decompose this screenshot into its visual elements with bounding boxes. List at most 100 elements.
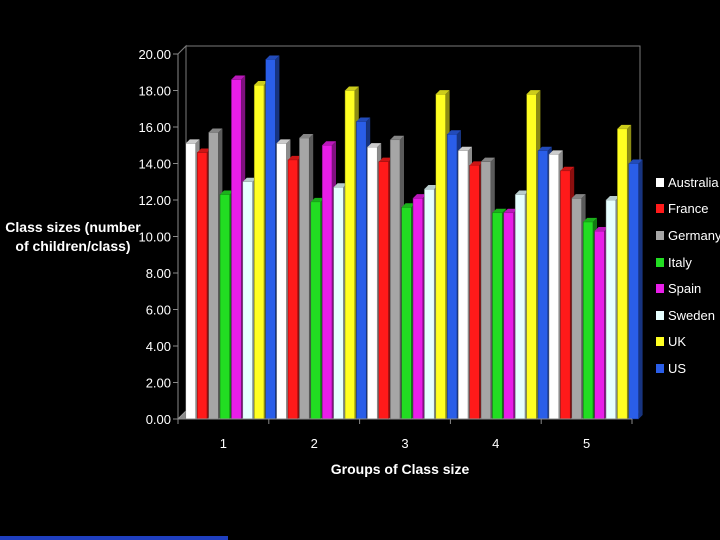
bar-top — [333, 183, 348, 188]
bar-top — [628, 159, 643, 164]
bar-top — [345, 86, 359, 91]
x-tick-label: 4 — [492, 436, 499, 451]
legend-item: US — [656, 355, 720, 382]
y-tick-label: 2.00 — [146, 376, 171, 391]
bar-top — [458, 146, 472, 151]
legend-label: Germany — [668, 227, 720, 243]
legend-swatch — [656, 310, 664, 320]
bar-top — [526, 90, 541, 95]
bar-top — [617, 124, 632, 129]
bar-front — [492, 212, 503, 420]
bar-front — [196, 152, 208, 420]
bar-front — [321, 145, 333, 420]
bar-top — [208, 128, 223, 133]
chart-side-wall — [177, 44, 187, 421]
bar-top — [367, 143, 382, 148]
bar-top — [220, 190, 234, 195]
legend-swatch — [656, 337, 664, 347]
legend-swatch — [656, 284, 664, 294]
chart-legend: Australia France Germany Italy Spain Sweden UK… — [656, 169, 720, 382]
bar-top — [299, 133, 314, 138]
legend-swatch — [656, 363, 664, 373]
bar-front — [276, 143, 287, 420]
x-axis-label: Groups of Class size — [330, 461, 470, 477]
bar-front — [219, 194, 231, 420]
bar-top — [435, 90, 450, 95]
bar-front — [628, 163, 639, 420]
bar-top — [356, 117, 371, 122]
bar-top — [185, 139, 200, 144]
x-tick-label: 5 — [583, 436, 590, 451]
bar-top — [469, 161, 484, 166]
legend-item: Australia — [656, 169, 720, 196]
bar-top — [571, 194, 586, 199]
legend-label: Spain — [668, 281, 702, 297]
y-tick-label: 4.00 — [146, 339, 171, 354]
bar-top — [378, 157, 393, 162]
bar-side — [638, 159, 643, 419]
bar-front — [594, 230, 605, 420]
y-tick-label: 6.00 — [146, 303, 171, 318]
bar-top — [197, 148, 211, 153]
bar-top — [447, 130, 461, 135]
chart-bars — [185, 55, 643, 420]
y-tick-label: 8.00 — [146, 266, 171, 281]
y-tick-label: 18.00 — [138, 84, 171, 99]
y-tick-label: 10.00 — [138, 230, 171, 245]
legend-item: France — [656, 196, 720, 223]
bar-front — [582, 221, 594, 420]
bar-top — [265, 55, 280, 60]
bar-front — [605, 199, 617, 420]
bar-top — [390, 135, 404, 140]
bar-front — [333, 186, 344, 420]
bar-top — [515, 190, 529, 195]
legend-item: Spain — [656, 275, 720, 302]
y-tick-label: 12.00 — [138, 193, 171, 208]
bar-front — [344, 90, 356, 420]
bar-front — [514, 194, 526, 420]
bar — [628, 159, 643, 420]
bar-top — [560, 166, 575, 171]
bar-top — [401, 203, 416, 208]
bar-front — [356, 121, 367, 420]
bar-front — [537, 150, 549, 420]
y-tick-label: 14.00 — [138, 157, 171, 172]
bar-front — [526, 93, 537, 420]
legend-label: France — [668, 201, 709, 217]
bar-front — [503, 212, 514, 420]
bar-front — [457, 150, 469, 420]
bar-front — [208, 132, 219, 420]
legend-item: UK — [656, 329, 720, 356]
y-axis-label: Class sizes (number of children/class) — [5, 219, 141, 254]
slide-accent-bar — [0, 536, 228, 540]
legend-label: Sweden — [668, 307, 715, 323]
bar-front — [412, 197, 424, 420]
bar-front — [242, 181, 253, 420]
bar-front — [310, 201, 321, 420]
y-tick-label: 16.00 — [138, 120, 171, 135]
bar-front — [367, 146, 378, 420]
bar-front — [548, 154, 560, 420]
bar-front — [469, 165, 480, 420]
bar-top — [503, 208, 518, 213]
bar-top — [481, 157, 495, 162]
bar-front — [446, 134, 458, 420]
bar-top — [254, 81, 268, 86]
bar-front — [389, 139, 401, 420]
bar-top — [242, 177, 257, 182]
legend-label: UK — [668, 334, 687, 350]
x-axis-ticks: 1 2 3 4 5 — [177, 418, 633, 451]
bar-front — [571, 197, 582, 420]
bar-front — [299, 137, 310, 420]
bar-front — [480, 161, 492, 420]
legend-label: US — [668, 360, 687, 376]
legend-swatch — [656, 257, 664, 267]
bar-top — [549, 150, 563, 155]
bar-top — [538, 146, 552, 151]
bar-front — [560, 170, 571, 420]
legend-item: Sweden — [656, 302, 720, 329]
bar-front — [378, 161, 389, 420]
legend-swatch — [656, 204, 664, 214]
bar-top — [424, 185, 439, 190]
bar-top — [276, 139, 291, 144]
